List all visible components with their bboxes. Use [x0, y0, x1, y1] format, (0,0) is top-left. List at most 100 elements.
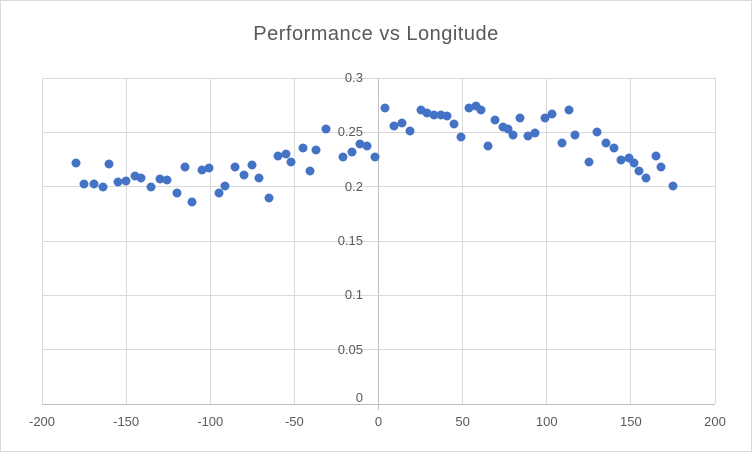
data-point	[442, 111, 452, 121]
data-point	[79, 179, 89, 189]
data-point	[197, 165, 207, 175]
data-point	[187, 197, 197, 207]
x-tick-label: 200	[704, 414, 726, 429]
horizontal-gridline	[42, 186, 715, 188]
data-point	[584, 157, 594, 167]
data-point	[104, 159, 114, 169]
data-point	[547, 109, 557, 119]
data-point	[498, 122, 508, 132]
data-point	[347, 147, 357, 157]
y-tick-label: 0.1	[344, 287, 363, 303]
data-point	[422, 108, 432, 118]
data-point	[570, 130, 580, 139]
data-point	[523, 131, 533, 141]
points-layer	[42, 78, 715, 404]
x-tick-label: 100	[535, 414, 558, 429]
data-point	[113, 177, 123, 187]
data-point	[370, 152, 380, 162]
data-point	[311, 145, 321, 155]
data-point	[564, 105, 574, 114]
chart-title: Performance vs Longitude	[253, 23, 499, 45]
data-point	[247, 160, 257, 170]
data-point	[214, 188, 224, 198]
data-point	[389, 121, 399, 131]
data-point	[449, 119, 459, 129]
data-point	[503, 124, 513, 134]
data-point	[172, 188, 182, 198]
data-point	[273, 151, 283, 161]
data-point	[416, 105, 426, 114]
x-tick-label: 50	[455, 414, 470, 429]
horizontal-gridline	[42, 240, 715, 242]
x-tick-label: -200	[28, 414, 56, 429]
data-point	[362, 141, 372, 151]
data-point	[656, 162, 666, 172]
data-point	[624, 153, 634, 163]
x-tick-label: -100	[197, 414, 224, 429]
axis-tick-mark	[378, 404, 379, 410]
data-point	[254, 173, 264, 183]
data-point	[436, 110, 446, 120]
data-point	[530, 128, 540, 138]
data-point	[162, 175, 171, 185]
data-point	[180, 162, 190, 172]
y-tick-label: 0.15	[337, 233, 363, 248]
data-point	[429, 110, 439, 120]
data-point	[508, 130, 518, 139]
y-tick-label: 0.3	[344, 70, 363, 85]
data-point	[264, 193, 274, 203]
horizontal-gridline	[42, 349, 715, 351]
data-point	[476, 105, 486, 114]
data-point	[471, 101, 481, 111]
data-point	[601, 138, 611, 148]
data-point	[220, 181, 230, 191]
data-point	[98, 182, 108, 192]
data-point	[338, 152, 348, 162]
data-point	[634, 166, 644, 176]
data-point	[397, 118, 407, 128]
x-tick-label: 150	[620, 414, 642, 429]
y-tick-label: 0	[355, 390, 363, 405]
data-point	[540, 113, 550, 123]
data-point	[456, 132, 466, 142]
horizontal-gridline	[42, 294, 715, 296]
data-point	[609, 143, 619, 153]
data-point	[483, 141, 493, 151]
vertical-gridline	[714, 78, 716, 404]
data-point	[668, 181, 678, 191]
data-point	[641, 173, 651, 183]
data-point	[305, 166, 315, 176]
data-point	[281, 149, 291, 159]
data-point	[321, 124, 331, 134]
data-point	[146, 182, 156, 192]
plot-area	[41, 77, 716, 410]
data-point	[557, 138, 567, 148]
x-tick-label: 0	[374, 414, 383, 429]
data-point	[239, 170, 249, 180]
data-point	[121, 176, 131, 186]
x-tick-label: -150	[113, 414, 140, 429]
data-point	[651, 151, 661, 161]
horizontal-gridline	[42, 77, 715, 79]
data-point	[71, 158, 81, 168]
data-point	[629, 158, 639, 168]
x-tick-label: -50	[284, 414, 304, 429]
y-tick-label: 0.25	[337, 124, 363, 140]
gridlines-layer	[41, 77, 716, 410]
data-point	[155, 174, 165, 184]
horizontal-gridline	[42, 131, 715, 133]
data-point	[616, 155, 626, 164]
data-point	[490, 115, 500, 125]
data-point	[515, 113, 525, 123]
x-axis-line	[42, 403, 715, 405]
data-point	[405, 126, 415, 136]
data-point	[204, 163, 214, 173]
data-point	[136, 173, 146, 183]
data-point	[380, 103, 390, 113]
data-point	[130, 171, 140, 181]
y-tick-label: 0.05	[337, 341, 363, 357]
data-point	[592, 127, 602, 137]
data-point	[298, 143, 308, 153]
data-point	[286, 157, 296, 167]
